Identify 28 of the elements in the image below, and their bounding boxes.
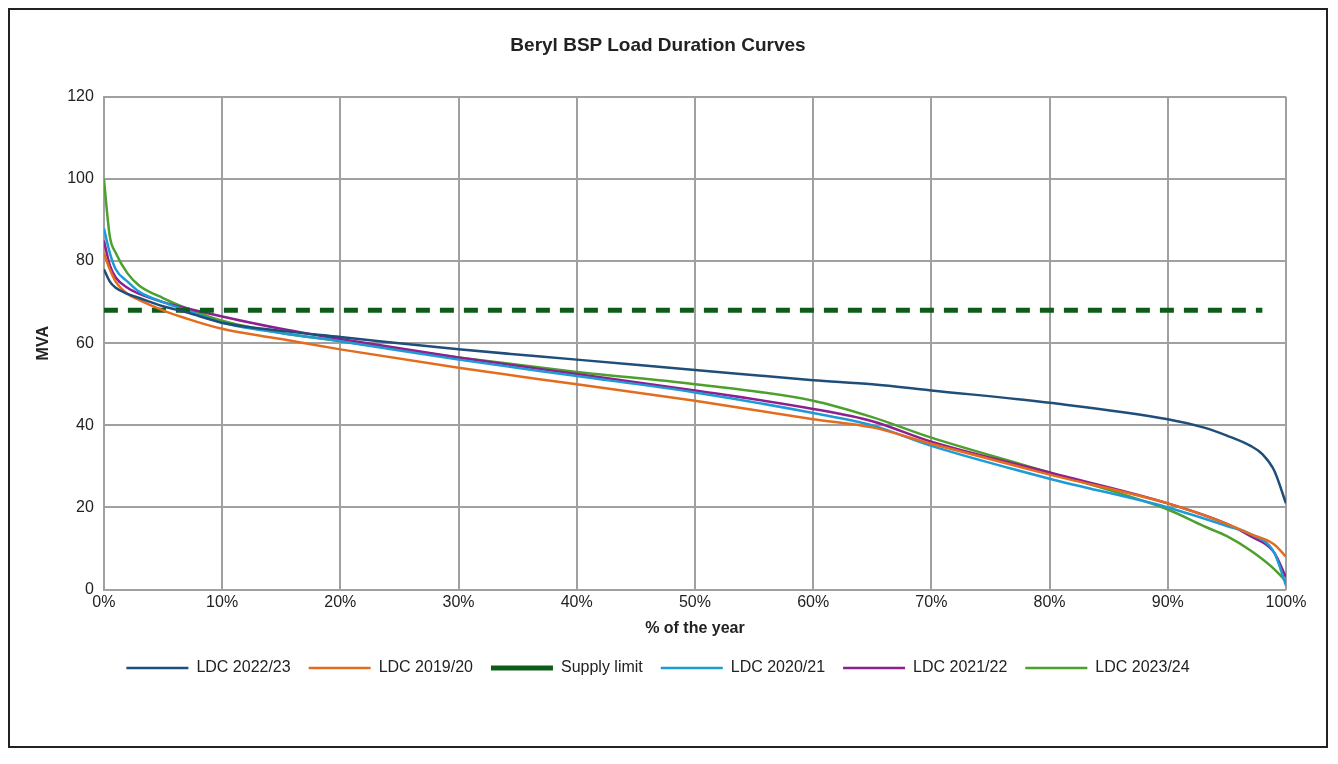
y-tick-label: 100 (67, 169, 94, 187)
x-tick-label: 80% (1033, 592, 1066, 610)
y-tick-label: 40 (76, 415, 94, 433)
legend-label: LDC 2023/24 (1095, 658, 1190, 676)
x-tick-label: 30% (442, 592, 475, 610)
x-tick-label: 90% (1151, 592, 1184, 610)
y-tick-label: 60 (76, 333, 94, 351)
legend-label: LDC 2019/20 (378, 658, 474, 676)
legend-label: LDC 2022/23 (196, 658, 291, 676)
x-axis-title: % of the year (645, 618, 745, 636)
x-tick-label: 70% (915, 592, 948, 610)
legend-label: LDC 2021/22 (913, 658, 1008, 676)
x-tick-label: 20% (324, 592, 357, 610)
line-series (103, 268, 1286, 505)
x-tick-label: 50% (678, 592, 711, 610)
chart-title: Beryl BSP Load Duration Curves (510, 33, 806, 55)
x-tick-label: 0% (92, 592, 116, 610)
y-tick-label: 120 (67, 87, 94, 105)
x-tick-label: 10% (206, 592, 239, 610)
y-tick-label: 20 (76, 497, 94, 515)
legend-label: Supply limit (560, 658, 644, 676)
y-axis-title: MVA (34, 325, 52, 361)
y-tick-label: 0 (84, 580, 94, 598)
y-tick-label: 80 (76, 251, 94, 269)
x-tick-label: 100% (1265, 592, 1307, 610)
legend-label: LDC 2020/21 (730, 658, 826, 676)
x-tick-label: 60% (797, 592, 830, 610)
x-tick-label: 40% (560, 592, 593, 610)
